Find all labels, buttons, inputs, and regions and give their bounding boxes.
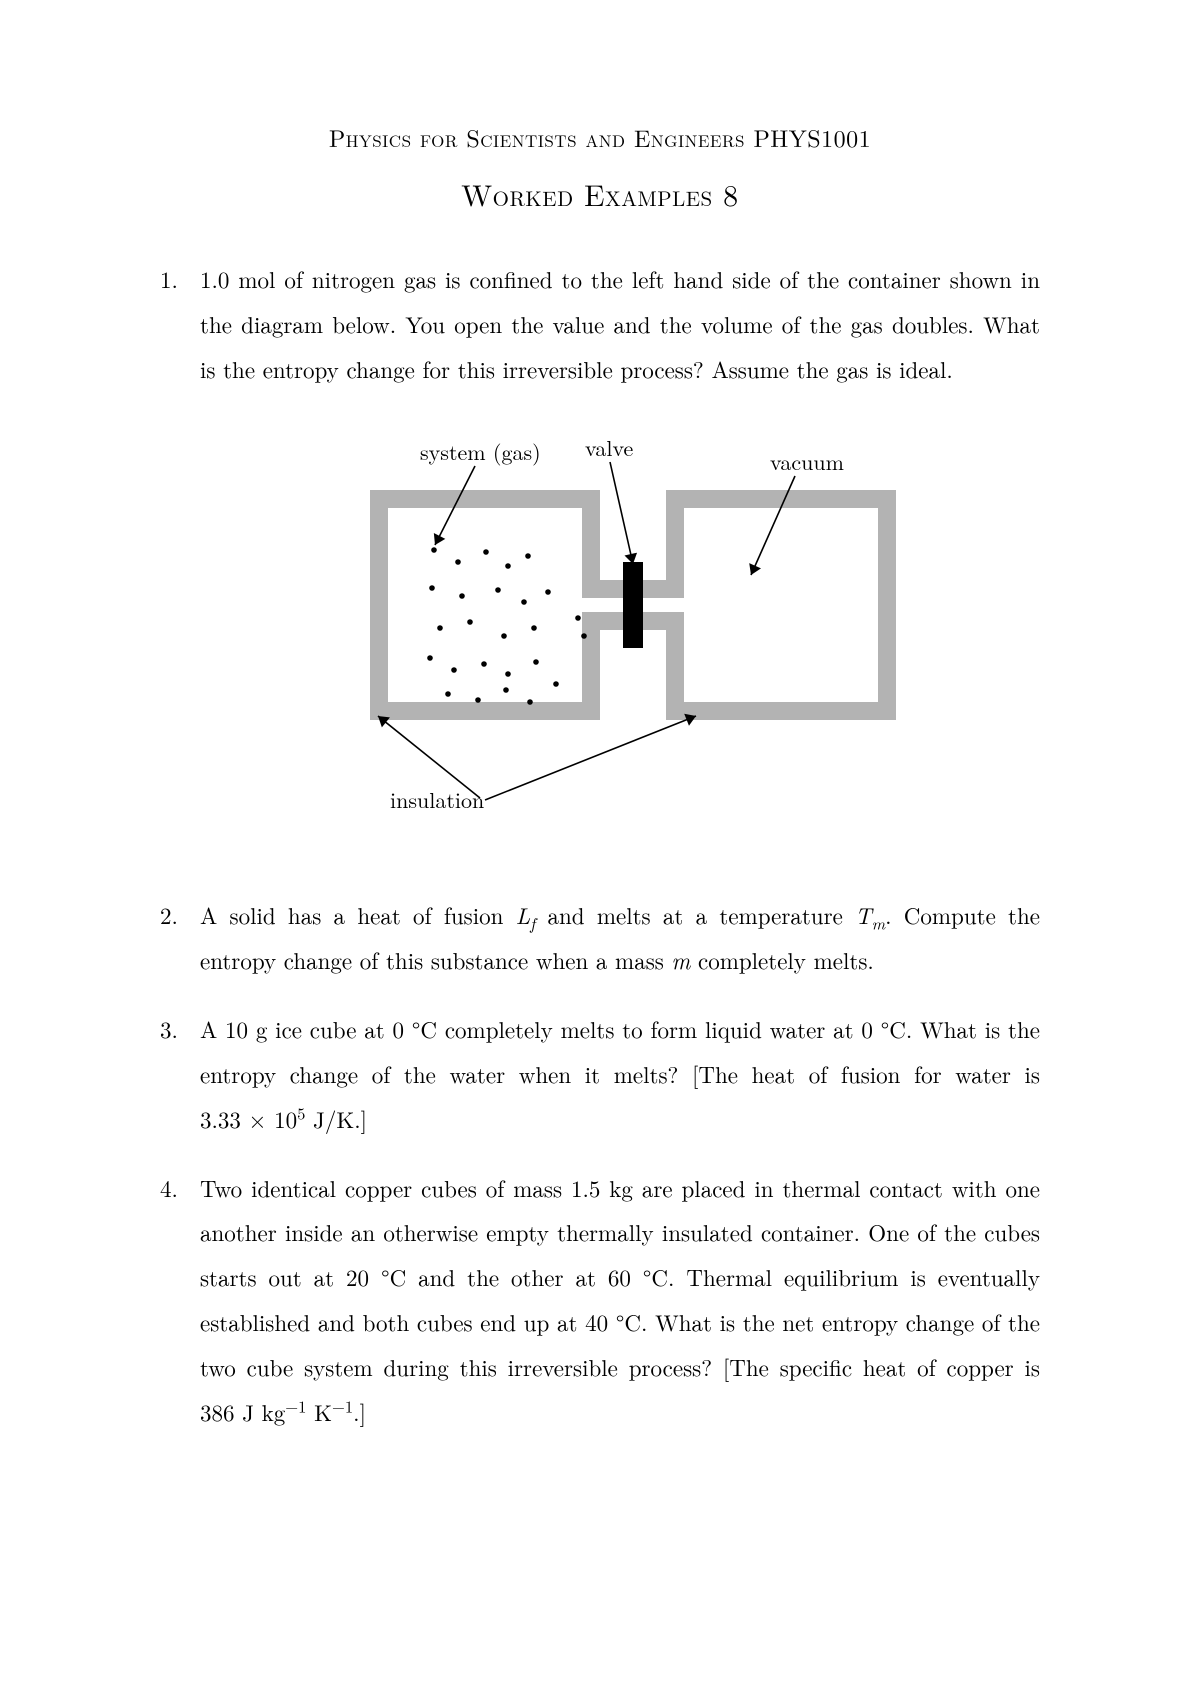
svg-text:system (gas): system (gas) — [420, 436, 541, 467]
page-title: Worked Examples 8 — [160, 172, 1040, 215]
problem-2: A solid has a heat of fusion Lf and melt… — [160, 893, 1040, 983]
problem-4: Two identical copper cubes of mass 1.5 k… — [160, 1166, 1040, 1435]
problem-1: 1.0 mol of nitrogen gas is confined to t… — [160, 257, 1040, 833]
course-heading: Physics for Scientists and Engineers PHY… — [160, 120, 1040, 154]
problem-3: A 10 g ice cube at 0 °C completely melts… — [160, 1007, 1040, 1142]
problem-4-text: Two identical copper cubes of mass 1.5 k… — [200, 1171, 1040, 1428]
page: Physics for Scientists and Engineers PHY… — [0, 0, 1200, 1697]
problem-3-text: A 10 g ice cube at 0 °C completely melts… — [200, 1012, 1040, 1135]
problem-2-text: A solid has a heat of fusion Lf and melt… — [200, 898, 1040, 976]
gas-expansion-diagram: system (gas) valve vacuum insulation — [340, 430, 900, 820]
svg-text:vacuum: vacuum — [770, 446, 844, 477]
svg-text:insulation: insulation — [390, 784, 484, 815]
svg-text:valve: valve — [585, 432, 634, 463]
problem-1-text: 1.0 mol of nitrogen gas is confined to t… — [200, 262, 1040, 385]
problem-list: 1.0 mol of nitrogen gas is confined to t… — [160, 257, 1040, 1435]
figure-1-wrap: system (gas) valve vacuum insulation — [200, 430, 1040, 834]
